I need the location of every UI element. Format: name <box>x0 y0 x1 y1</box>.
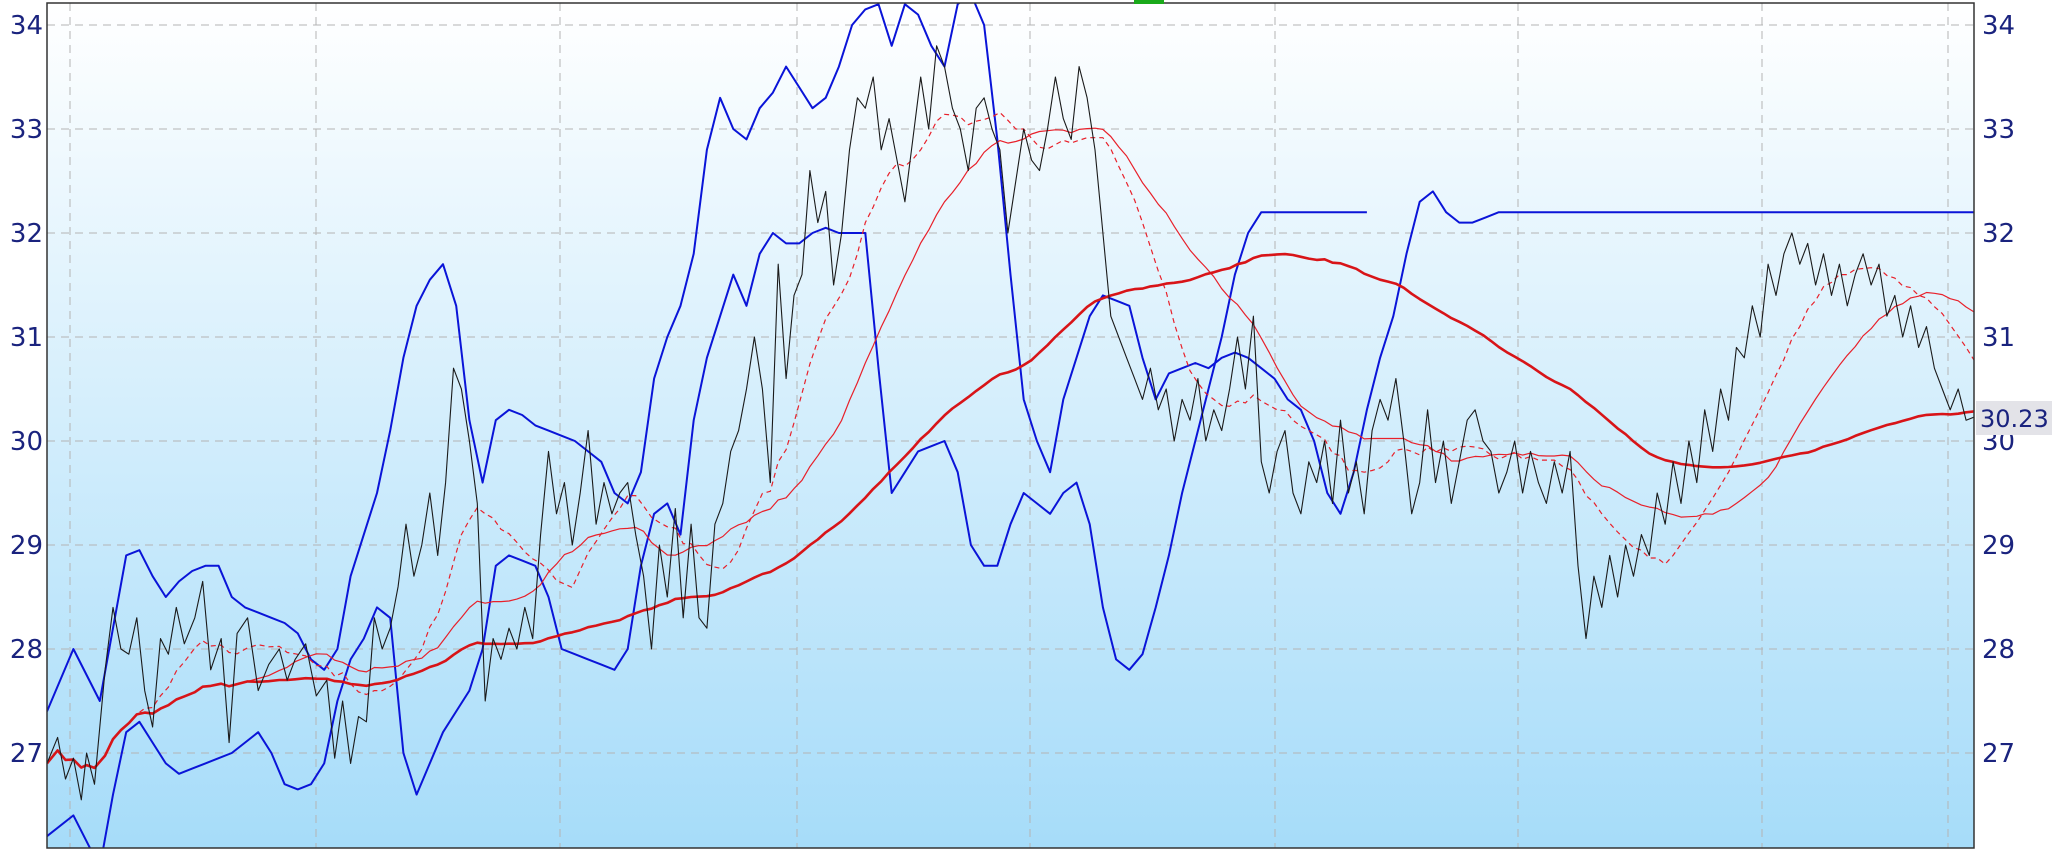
y-axis-left: 27 28 29 30 31 32 33 34 <box>10 11 43 769</box>
y-tick-label-right: 27 <box>1982 739 2015 769</box>
y-tick-label-right: 31 <box>1982 323 2015 353</box>
ma-mid-line <box>47 127 1974 769</box>
y-tick-label-left: 32 <box>10 219 43 249</box>
y-tick-label-left: 28 <box>10 635 43 665</box>
plot-background <box>47 3 1974 848</box>
y-tick-label-right: 32 <box>1982 219 2015 249</box>
plot-border <box>46 2 1975 849</box>
y-tick-label-right: 33 <box>1982 115 2015 145</box>
y-tick-label-left: 30 <box>10 427 43 457</box>
last-value-box <box>1976 401 2052 435</box>
bollinger-lower-line <box>47 211 1367 848</box>
y-tick-label-right: 34 <box>1982 11 2015 41</box>
price-line <box>47 45 1974 801</box>
y-tick-label-left: 29 <box>10 531 43 561</box>
y-tick-label-right: 28 <box>1982 635 2015 665</box>
ma-slow-line <box>47 252 1974 770</box>
y-tick-label-left: 27 <box>10 739 43 769</box>
y-tick-label-left: 34 <box>10 11 43 41</box>
last-value-label: 30.23 <box>1980 405 2049 433</box>
y-tick-label-left: 33 <box>10 115 43 145</box>
y-tick-label-left: 31 <box>10 323 43 353</box>
bollinger-upper-line <box>47 3 1974 712</box>
top-marker <box>1134 0 1164 4</box>
series-lines <box>47 3 1974 848</box>
y-tick-label-right: 29 <box>1982 531 2015 561</box>
grid-lines <box>47 3 1974 848</box>
